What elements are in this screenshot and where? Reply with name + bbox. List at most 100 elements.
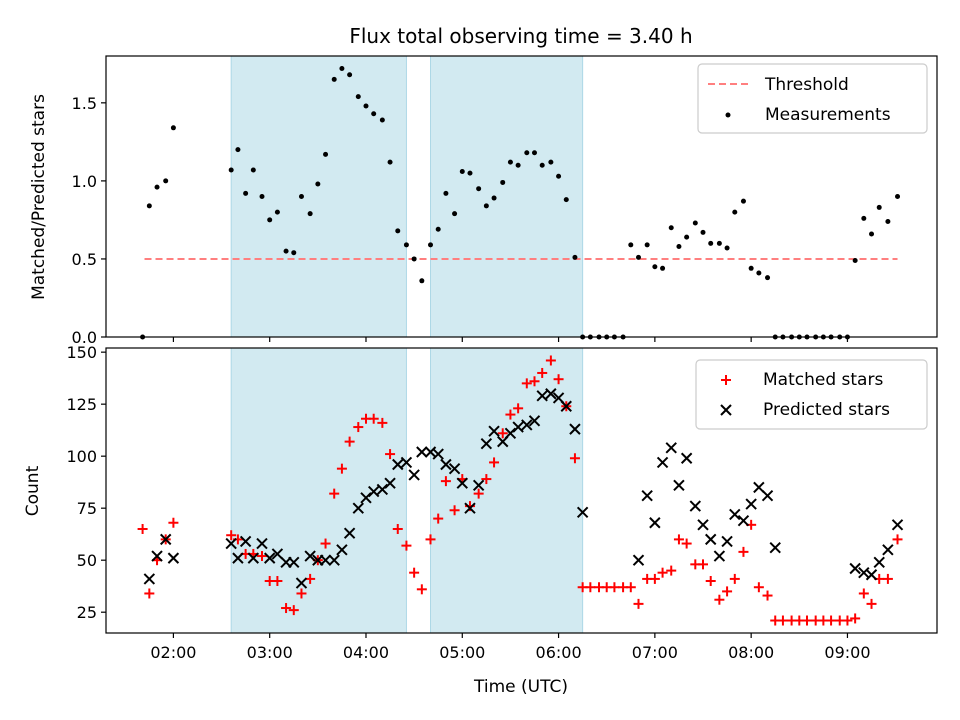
matched-star-point <box>826 615 837 626</box>
predicted-star-point <box>512 421 524 433</box>
cross-stroke-b <box>448 462 461 475</box>
bottom-legend: Matched stars Predicted stars <box>695 359 928 430</box>
cross-stroke-b <box>432 448 444 460</box>
matched-star-point <box>473 488 484 499</box>
cross-stroke-b <box>737 514 750 527</box>
legend-predicted-label: Predicted stars <box>763 400 890 420</box>
measurement-point <box>315 181 321 187</box>
predicted-star-point <box>432 448 444 460</box>
top-legend: Threshold Measurements <box>697 63 928 134</box>
measurement-point <box>435 226 441 232</box>
measurement-point <box>467 170 473 176</box>
predicted-star-point <box>697 519 709 531</box>
predicted-stars-series <box>143 388 904 589</box>
predicted-star-point <box>705 533 717 546</box>
cross-stroke-b <box>464 502 476 514</box>
cross-stroke-b <box>632 554 645 566</box>
matched-star-point <box>392 523 403 534</box>
matched-star-point <box>545 355 556 366</box>
matched-star-point <box>481 474 492 485</box>
cross-stroke-b <box>472 479 485 492</box>
matched-star-point <box>336 463 347 474</box>
matched-star-point <box>226 530 237 541</box>
measurement-point <box>740 198 746 204</box>
measurement-point <box>323 151 329 157</box>
predicted-star-point <box>448 462 461 475</box>
bottom-plot-frame <box>105 347 938 634</box>
cross-stroke-b <box>247 552 260 564</box>
matched-star-point <box>850 613 861 624</box>
matched-star-point <box>497 428 508 439</box>
measurement-point <box>635 254 641 260</box>
cross-stroke-b <box>849 562 861 575</box>
matched-star-point <box>858 588 869 599</box>
measurement-point <box>379 117 385 123</box>
matched-star-point <box>698 559 709 570</box>
bottom-x-axis: 02:00 03:00 04:00 05:00 06:00 07:00 08:00 09:00 <box>150 633 871 662</box>
predicted-star-point <box>360 492 372 504</box>
predicted-star-point <box>159 533 172 546</box>
cross-stroke-b <box>745 498 757 510</box>
measurement-point <box>363 103 369 109</box>
top-shaded-regions <box>230 55 584 338</box>
x-tick-label: 03:00 <box>247 643 293 662</box>
measurement-point <box>716 240 722 246</box>
matched-star-point <box>521 378 532 389</box>
cross-stroke-b <box>649 517 661 529</box>
measurement-point <box>235 147 241 153</box>
matched-star-point <box>537 367 548 378</box>
cross-stroke-b <box>376 483 389 496</box>
matched-star-point <box>385 449 396 460</box>
matched-star-point <box>401 540 412 551</box>
matched-star-point <box>449 505 460 516</box>
cross-stroke-b <box>360 492 372 504</box>
matched-star-point <box>144 588 155 599</box>
x-tick-label: 07:00 <box>632 643 678 662</box>
predicted-star-point <box>528 415 541 427</box>
legend-predicted-marker <box>720 404 732 416</box>
predicted-star-point <box>891 519 904 531</box>
predicted-star-point <box>656 456 669 469</box>
predicted-star-point <box>408 469 420 481</box>
matched-star-point <box>738 546 749 557</box>
top-y-axis-label: Matched/Predicted stars <box>29 94 49 300</box>
cross-stroke-b <box>720 404 732 416</box>
matched-star-point <box>866 598 877 609</box>
legend-matched-marker <box>721 375 731 385</box>
cross-stroke-b <box>167 552 180 564</box>
predicted-star-point <box>256 537 268 550</box>
cross-stroke-b <box>680 452 693 464</box>
cross-stroke-b <box>288 556 300 568</box>
matched-star-point <box>409 567 420 578</box>
cross-stroke-b <box>753 481 765 494</box>
matched-star-point <box>777 615 788 626</box>
matched-star-point <box>649 573 660 584</box>
predicted-star-point <box>673 479 685 492</box>
matched-star-point <box>625 582 636 593</box>
measurement-point <box>403 242 409 248</box>
predicted-star-point <box>849 562 861 575</box>
shaded-span-2 <box>430 55 584 338</box>
predicted-star-point <box>753 481 765 494</box>
measurement-point <box>347 72 353 78</box>
matched-star-point <box>256 551 267 562</box>
cross-stroke-b <box>239 535 252 548</box>
top-y-tick-label: 0.5 <box>72 250 97 269</box>
predicted-star-point <box>882 544 894 556</box>
matched-star-point <box>681 538 692 549</box>
matched-star-point <box>377 417 388 428</box>
matched-star-point <box>569 453 580 464</box>
measurement-point <box>524 150 530 156</box>
measurement-point <box>876 204 882 210</box>
cross-stroke-b <box>673 479 685 492</box>
matched-star-point <box>892 534 903 545</box>
cross-stroke-b <box>641 489 653 502</box>
top-y-tick-label: 0.0 <box>72 328 97 347</box>
cross-stroke-b <box>891 519 904 531</box>
matched-star-point <box>722 586 733 597</box>
predicted-star-point <box>392 458 404 471</box>
matched-star-point <box>272 575 283 586</box>
cross-stroke-b <box>384 477 396 489</box>
cross-stroke-b <box>721 535 733 548</box>
